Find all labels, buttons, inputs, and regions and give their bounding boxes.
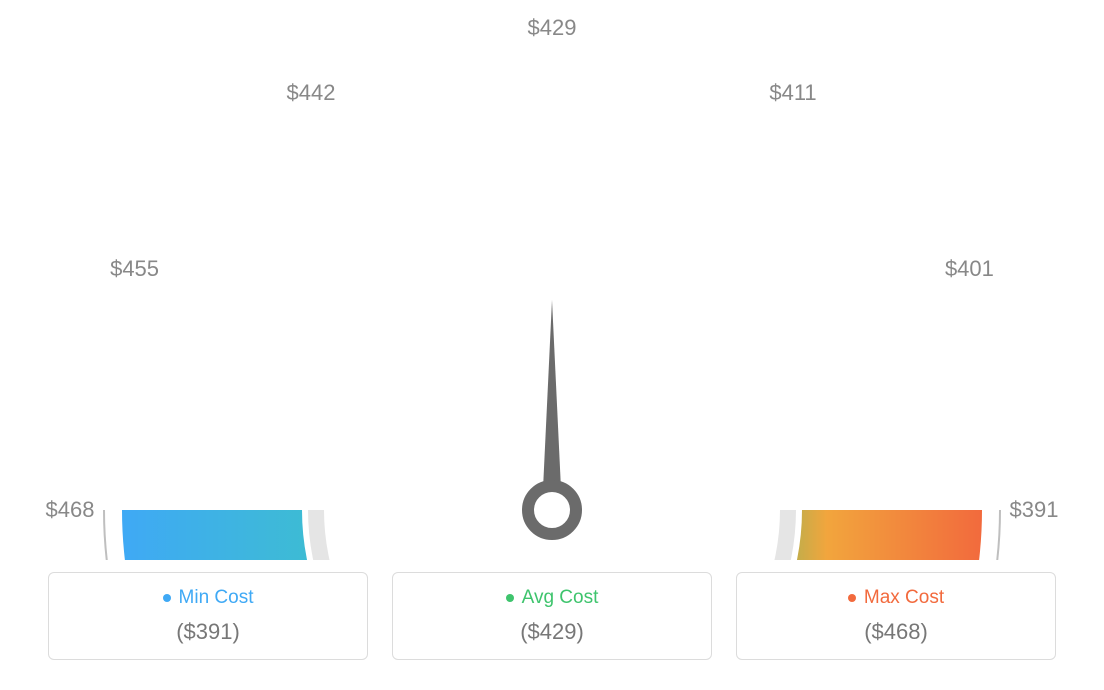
legend-max: Max Cost ($468) [736, 572, 1056, 660]
gauge-tick-label: $429 [528, 15, 577, 41]
legend-min-label: Min Cost [179, 587, 254, 609]
legend-avg-value: ($429) [393, 619, 711, 645]
legend-min-value: ($391) [49, 619, 367, 645]
legend-avg-title: Avg Cost [506, 587, 599, 609]
gauge-tick-label: $455 [110, 256, 159, 282]
legend-avg-label: Avg Cost [522, 587, 599, 609]
legend-dot-max [848, 594, 856, 602]
legend-dot-min [163, 594, 171, 602]
legend-dot-avg [506, 594, 514, 602]
gauge-tick-label: $411 [769, 80, 816, 106]
legend-max-label: Max Cost [864, 587, 944, 609]
legend-min-title: Min Cost [163, 587, 254, 609]
gauge-tick-label: $401 [945, 256, 994, 282]
legend-max-title: Max Cost [848, 587, 944, 609]
legend-max-value: ($468) [737, 619, 1055, 645]
legend: Min Cost ($391) Avg Cost ($429) Max Cost… [48, 572, 1056, 660]
legend-avg: Avg Cost ($429) [392, 572, 712, 660]
gauge-svg [80, 20, 1024, 560]
gauge-tick-label: $391 [1010, 497, 1059, 523]
gauge-tick-label: $442 [287, 80, 336, 106]
gauge-tick-label: $468 [46, 497, 95, 523]
gauge-chart: $391 $401 $411 $429 $442 $455 $468 [0, 0, 1104, 560]
legend-min: Min Cost ($391) [48, 572, 368, 660]
